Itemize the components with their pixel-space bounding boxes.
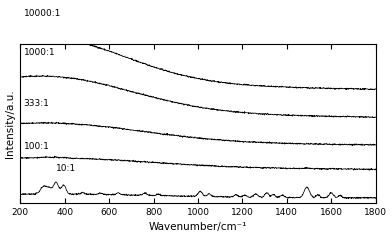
- Text: 10000:1: 10000:1: [24, 9, 61, 18]
- Text: 100:1: 100:1: [24, 142, 50, 151]
- X-axis label: Wavenumber/cm⁻¹: Wavenumber/cm⁻¹: [149, 222, 247, 232]
- Text: 10:1: 10:1: [56, 164, 76, 173]
- Text: 1000:1: 1000:1: [24, 48, 55, 57]
- Text: 333:1: 333:1: [24, 99, 50, 108]
- Y-axis label: Intensity/a.u.: Intensity/a.u.: [5, 89, 15, 158]
